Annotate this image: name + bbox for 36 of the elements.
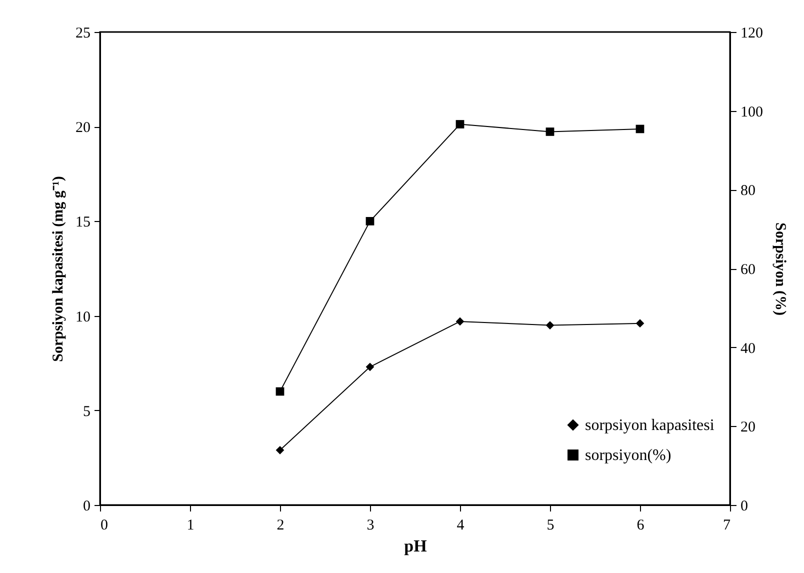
point (366, 217, 374, 226)
y2-tick-label: 20 (740, 420, 756, 436)
x-tick-label: 6 (636, 518, 645, 534)
y2-tick-label: 40 (740, 340, 756, 357)
y2-tick-label: 120 (740, 26, 763, 42)
point (456, 120, 464, 128)
y2-tick-label: 60 (740, 262, 756, 278)
point (546, 321, 554, 330)
y-tick-label: 10 (76, 309, 90, 326)
x-tick-label: 3 (366, 518, 374, 534)
y-tick-label: 25 (76, 26, 90, 42)
point (456, 317, 464, 326)
y-tick-label: 5 (83, 404, 90, 420)
x-axis-title: pH (404, 536, 427, 556)
y-tick-label: 0 (83, 498, 90, 514)
x-tick-label: 7 (723, 518, 731, 534)
y-axis-title: Sorpsiyon kapasitesi (mg g⁻¹) (50, 176, 66, 362)
point (276, 446, 284, 454)
point (636, 124, 644, 134)
legend-label: sorpsiyon kapasitesi (585, 417, 715, 434)
y2-tick-label: 80 (740, 183, 756, 200)
x-tick-label: 2 (276, 518, 284, 534)
point (546, 128, 554, 136)
y-tick-label: 15 (76, 214, 90, 231)
y2-axis-title: Sorpsiyon (%) (772, 222, 788, 316)
legend-label: sorpsiyon(%) (585, 447, 672, 464)
x-tick-label: 0 (100, 518, 108, 534)
y2-tick-label: 0 (740, 498, 748, 514)
point (636, 319, 644, 328)
y2-tick-label: 100 (740, 104, 763, 120)
point (366, 362, 374, 372)
x-tick-label: 5 (546, 518, 554, 534)
x-tick-label: 1 (186, 518, 194, 534)
point (276, 387, 284, 396)
x-tick-label: 4 (456, 518, 465, 534)
y-tick-label: 20 (76, 120, 90, 136)
